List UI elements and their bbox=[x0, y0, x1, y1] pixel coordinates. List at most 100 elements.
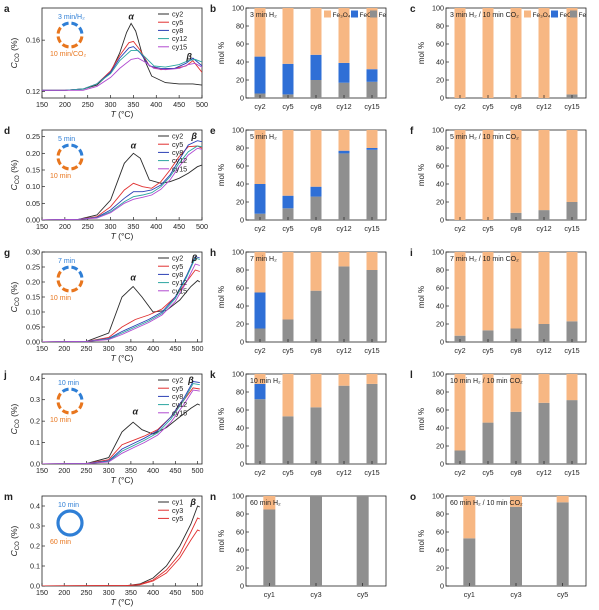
x-tick-label: cy15 bbox=[564, 468, 579, 477]
series-line-cy5 bbox=[42, 145, 202, 220]
bar-segment-Fe₃O₄ bbox=[566, 374, 578, 401]
bar-segment-Fe₃O₄ bbox=[538, 130, 550, 211]
bar-segment-Fe bbox=[310, 196, 322, 220]
bar-segment-FeO bbox=[282, 63, 294, 95]
cycle-inset: 10 min 60 min bbox=[50, 502, 84, 546]
x-tick-label: cy8 bbox=[310, 468, 321, 477]
y-axis-label: mol % bbox=[217, 530, 226, 552]
legend-entry: Fe₃O₄ bbox=[333, 12, 351, 19]
bar-segment-Fe₃O₄ bbox=[282, 374, 294, 417]
x-tick-label: 400 bbox=[150, 222, 162, 231]
bar-segment-FeO bbox=[338, 150, 350, 154]
series-line-cy15 bbox=[42, 389, 200, 464]
x-tick-label: cy15 bbox=[364, 102, 379, 111]
bar-chart-c: 0 20 40 60 80 100 cy2 cy5 cy8 cy12 cy15 3 min H₂ / … bbox=[410, 4, 586, 112]
cycle-arrow-segment bbox=[78, 392, 84, 400]
legend-swatch bbox=[324, 10, 331, 18]
legend-entry: cy12 bbox=[172, 34, 187, 43]
y-axis-label: CCO (%) bbox=[9, 281, 21, 312]
inset-bottom-label: 10 min bbox=[50, 417, 71, 424]
y-tick-label: 0 bbox=[440, 94, 444, 103]
y-tick-label: 60 bbox=[236, 284, 244, 293]
bar-segment-Fe₃O₄ bbox=[510, 130, 522, 213]
bar-segment-Fe bbox=[538, 324, 550, 342]
bar-chart-f: 0 20 40 60 80 100 cy2 cy5 cy8 cy12 cy15 5 min H₂ / … bbox=[410, 126, 587, 233]
y-tick-label: 60 bbox=[436, 528, 444, 537]
y-tick-label: 0.2 bbox=[30, 417, 40, 426]
bar-segment-Fe bbox=[338, 153, 350, 220]
x-tick-label: 450 bbox=[173, 100, 185, 109]
panel-label: g bbox=[4, 248, 10, 259]
bar-chart-n: 0 20 40 60 80 100 cy1 cy3 cy5 60 min H₂ mol % n bbox=[210, 492, 387, 599]
series-line-cy5 bbox=[42, 387, 200, 464]
bar-segment-Fe₃O₄ bbox=[510, 252, 522, 329]
x-tick-label: 150 bbox=[36, 588, 48, 597]
panel-title: 60 min H₂ / 10 min CO₂ bbox=[450, 500, 523, 507]
legend-entry: cy2 bbox=[172, 132, 183, 141]
y-tick-label: 20 bbox=[436, 320, 444, 329]
inset-bottom-label: 10 min bbox=[50, 295, 71, 302]
y-tick-label: 0.05 bbox=[26, 323, 40, 332]
panel-label: c bbox=[410, 4, 416, 15]
x-tick-label: 200 bbox=[59, 222, 71, 231]
y-axis-label: mol % bbox=[417, 164, 426, 186]
bar-segment-Fe bbox=[310, 290, 322, 342]
y-tick-label: 0.25 bbox=[26, 263, 40, 272]
y-axis-label: mol % bbox=[217, 42, 226, 64]
bar-segment-Fe₃O₄ bbox=[454, 252, 466, 336]
x-tick-label: cy5 bbox=[282, 224, 293, 233]
legend-entry: cy8 bbox=[172, 26, 183, 35]
y-tick-label: 60 bbox=[236, 406, 244, 415]
bar-segment-Fe₃O₄ bbox=[338, 252, 350, 267]
y-tick-label: 0.00 bbox=[26, 216, 40, 225]
bar-segment-Fe₃O₄ bbox=[310, 374, 322, 408]
legend-entry: cy8 bbox=[172, 392, 183, 401]
bar-segment-Fe bbox=[254, 213, 266, 220]
y-tick-label: 100 bbox=[232, 370, 244, 379]
cycle-arrow-segment bbox=[78, 158, 84, 166]
x-tick-label: cy8 bbox=[310, 224, 321, 233]
bar-segment-Fe bbox=[254, 328, 266, 342]
cycle-arrow-segment bbox=[78, 36, 84, 44]
x-tick-label: 300 bbox=[103, 344, 115, 353]
cycle-arrow-segment bbox=[61, 165, 69, 171]
peak-annotation: β bbox=[185, 51, 192, 61]
cycle-arrow-segment bbox=[78, 148, 84, 156]
cycle-arrow-segment bbox=[56, 270, 62, 278]
y-tick-label: 0.15 bbox=[26, 293, 40, 302]
x-tick-label: cy5 bbox=[482, 468, 493, 477]
bar-segment-Fe₃O₄ bbox=[454, 374, 466, 451]
bar-segment-Fe₃O₄ bbox=[366, 8, 378, 70]
y-axis-label: mol % bbox=[217, 164, 226, 186]
y-tick-label: 0.10 bbox=[26, 182, 40, 191]
bar-chart-e: 0 20 40 60 80 100 cy2 cy5 cy8 cy12 cy15 5 min H₂ mol… bbox=[210, 126, 387, 233]
bar-segment-Fe₃O₄ bbox=[366, 252, 378, 270]
cycle-inset: 7 min 10 min bbox=[50, 258, 84, 302]
y-tick-label: 0.0 bbox=[30, 460, 40, 469]
bar-segment-Fe bbox=[263, 509, 276, 586]
y-tick-label: 40 bbox=[436, 180, 444, 189]
x-tick-label: cy2 bbox=[254, 102, 265, 111]
y-tick-label: 60 bbox=[436, 284, 444, 293]
y-tick-label: 100 bbox=[432, 248, 444, 257]
bar-segment-Fe₃O₄ bbox=[538, 374, 550, 403]
x-tick-label: 250 bbox=[80, 588, 92, 597]
series-line-cy2 bbox=[42, 152, 202, 220]
x-tick-label: 150 bbox=[36, 222, 48, 231]
x-tick-label: 400 bbox=[147, 466, 159, 475]
bar-chart-i: 0 20 40 60 80 100 cy2 cy5 cy8 cy12 cy15 7 min H₂ / … bbox=[410, 248, 587, 355]
legend-entry: cy5 bbox=[172, 262, 183, 271]
inset-top-label: 10 min bbox=[58, 380, 79, 387]
bar-segment-Fe bbox=[510, 506, 522, 586]
y-tick-label: 20 bbox=[236, 564, 244, 573]
x-tick-label: cy12 bbox=[536, 468, 551, 477]
panel-label: i bbox=[410, 248, 413, 259]
panel-title: 3 min H₂ bbox=[250, 12, 277, 19]
inset-bottom-label: 10 min/CO₂ bbox=[50, 51, 86, 58]
y-tick-label: 0.10 bbox=[26, 308, 40, 317]
bar-segment-Fe bbox=[463, 538, 476, 586]
legend-entry: cy2 bbox=[172, 10, 183, 19]
cycle-arrow-segment bbox=[71, 165, 79, 171]
bar-segment-Fe bbox=[510, 411, 522, 464]
